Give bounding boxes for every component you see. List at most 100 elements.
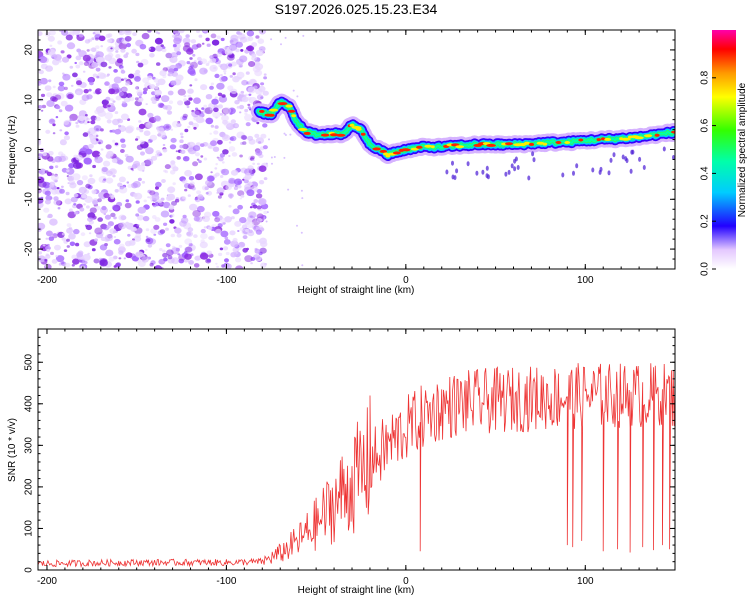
noise-blob bbox=[52, 85, 56, 89]
noise-blob bbox=[111, 83, 119, 90]
noise-blob bbox=[100, 148, 104, 151]
noise-blob bbox=[242, 178, 245, 181]
noise-blob bbox=[186, 231, 192, 236]
noise-blob bbox=[113, 238, 121, 245]
noise-blob bbox=[113, 76, 122, 84]
noise-blob bbox=[216, 191, 220, 195]
noise-blob bbox=[89, 174, 93, 178]
noise-blob bbox=[94, 238, 98, 242]
colorbar-tick-label: 0.6 bbox=[700, 118, 711, 132]
noise-blob bbox=[141, 256, 149, 263]
noise-blob bbox=[118, 124, 122, 128]
noise-blob bbox=[69, 118, 73, 122]
noise-speck bbox=[284, 36, 287, 39]
noise-blob bbox=[172, 120, 180, 128]
ridge-hotspot bbox=[410, 147, 419, 151]
noise-blob bbox=[126, 125, 135, 133]
noise-blob bbox=[65, 191, 70, 196]
noise-blob bbox=[78, 33, 84, 38]
noise-blob bbox=[219, 247, 224, 251]
ridge-hotspot bbox=[620, 137, 631, 141]
noise-blob bbox=[226, 123, 235, 130]
noise-blob bbox=[228, 146, 236, 152]
x-tick-label: 100 bbox=[577, 275, 594, 286]
noise-blob bbox=[239, 32, 243, 35]
noise-blob bbox=[209, 85, 214, 90]
noise-blob bbox=[189, 203, 198, 211]
noise-blob bbox=[218, 95, 228, 103]
ridge-hotspot bbox=[320, 133, 330, 137]
y-tick-label: 0 bbox=[24, 146, 35, 152]
noise-blob bbox=[240, 142, 244, 145]
ridge-speck bbox=[642, 165, 646, 170]
noise-blob bbox=[45, 195, 53, 201]
noise-blob bbox=[109, 209, 112, 212]
noise-blob bbox=[234, 124, 239, 128]
noise-blob bbox=[113, 236, 117, 238]
noise-blob bbox=[170, 160, 176, 165]
ridge-speck bbox=[531, 151, 535, 157]
noise-blob bbox=[244, 112, 248, 115]
noise-blob bbox=[164, 170, 169, 174]
noise-blob bbox=[147, 189, 152, 194]
noise-blob bbox=[143, 130, 151, 136]
noise-blob bbox=[118, 186, 128, 194]
noise-blob bbox=[44, 199, 51, 205]
x-tick-label: 100 bbox=[577, 576, 594, 587]
noise-blob bbox=[95, 56, 104, 64]
noise-blob bbox=[125, 52, 129, 55]
noise-blob bbox=[92, 133, 99, 139]
ridge-speck bbox=[475, 170, 479, 176]
noise-blob bbox=[135, 138, 139, 141]
noise-blob bbox=[52, 97, 58, 102]
noise-blob bbox=[59, 188, 65, 194]
noise-blob bbox=[188, 260, 195, 265]
noise-blob bbox=[255, 256, 262, 262]
noise-blob bbox=[220, 37, 225, 42]
noise-blob bbox=[253, 199, 259, 203]
noise-blob bbox=[99, 244, 108, 251]
noise-blob bbox=[145, 248, 148, 251]
noise-blob bbox=[219, 192, 224, 196]
noise-blob bbox=[100, 61, 108, 68]
noise-blob bbox=[103, 192, 110, 199]
noise-blob bbox=[83, 89, 89, 94]
noise-blob bbox=[120, 113, 129, 121]
noise-blob bbox=[160, 231, 164, 235]
noise-blob bbox=[187, 125, 191, 129]
noise-blob bbox=[76, 179, 84, 186]
noise-blob bbox=[114, 189, 119, 193]
noise-blob bbox=[210, 82, 215, 86]
ridge-hotspot bbox=[578, 138, 584, 142]
noise-blob bbox=[260, 82, 265, 86]
ridge-speck bbox=[453, 175, 457, 181]
noise-blob bbox=[214, 167, 218, 170]
noise-blob bbox=[79, 207, 85, 212]
noise-blob bbox=[95, 51, 104, 59]
noise-blob bbox=[123, 54, 129, 59]
noise-blob bbox=[103, 160, 111, 167]
ridge-speck bbox=[561, 172, 565, 178]
noise-blob bbox=[38, 227, 42, 232]
ridge-hotspot bbox=[455, 145, 465, 149]
noise-blob bbox=[143, 87, 148, 92]
noise-blob bbox=[172, 30, 181, 34]
noise-blob bbox=[137, 206, 147, 214]
noise-blob bbox=[262, 90, 269, 96]
noise-blob bbox=[149, 134, 158, 141]
ridge-speck bbox=[527, 175, 531, 181]
colorbar-ticks: 0.0 0.2 0.4 0.6 0.8 bbox=[700, 70, 716, 276]
noise-blob bbox=[124, 240, 132, 247]
noise-blob bbox=[222, 119, 228, 125]
noise-blob bbox=[100, 45, 103, 48]
noise-blob bbox=[92, 32, 96, 35]
noise-blob bbox=[243, 36, 251, 43]
noise-blob bbox=[76, 80, 82, 86]
noise-blob bbox=[93, 30, 102, 35]
noise-blob bbox=[82, 54, 91, 62]
noise-blob bbox=[127, 233, 131, 237]
noise-blob bbox=[71, 254, 78, 260]
noise-blob bbox=[80, 232, 86, 237]
noise-blob bbox=[234, 220, 242, 227]
